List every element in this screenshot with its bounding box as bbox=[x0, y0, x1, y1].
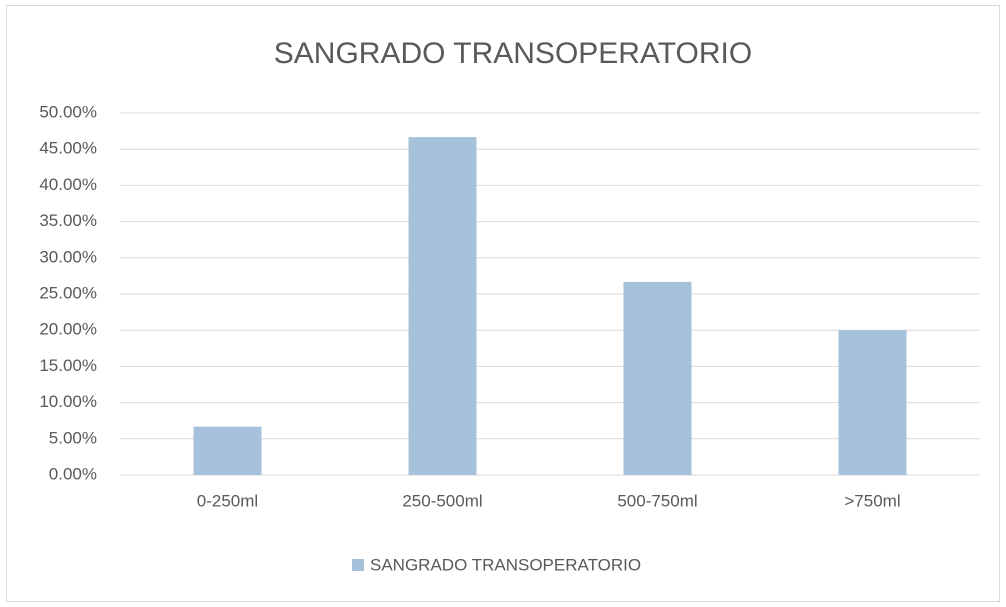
legend-swatch bbox=[352, 559, 364, 571]
x-tick-label: >750ml bbox=[844, 491, 900, 510]
y-tick-label: 45.00% bbox=[39, 139, 97, 158]
bar bbox=[408, 137, 477, 476]
y-tick-label: 20.00% bbox=[39, 320, 97, 339]
x-tick-label: 500-750ml bbox=[617, 491, 697, 510]
bar bbox=[193, 426, 262, 475]
y-tick-label: 15.00% bbox=[39, 356, 97, 375]
bar bbox=[623, 281, 692, 475]
y-tick-label: 50.00% bbox=[39, 102, 97, 121]
y-tick-label: 0.00% bbox=[49, 464, 97, 483]
y-tick-label: 10.00% bbox=[39, 392, 97, 411]
x-tick-label: 250-500ml bbox=[402, 491, 482, 510]
y-tick-label: 25.00% bbox=[39, 283, 97, 302]
y-tick-label: 40.00% bbox=[39, 175, 97, 194]
chart-title: SANGRADO TRANSOPERATORIO bbox=[274, 37, 752, 70]
y-tick-label: 35.00% bbox=[39, 211, 97, 230]
y-tick-label: 30.00% bbox=[39, 247, 97, 266]
y-tick-label: 5.00% bbox=[49, 428, 97, 447]
bar bbox=[838, 330, 907, 475]
legend-label: SANGRADO TRANSOPERATORIO bbox=[370, 555, 641, 574]
chart-border bbox=[6, 5, 1000, 602]
x-tick-label: 0-250ml bbox=[197, 491, 258, 510]
